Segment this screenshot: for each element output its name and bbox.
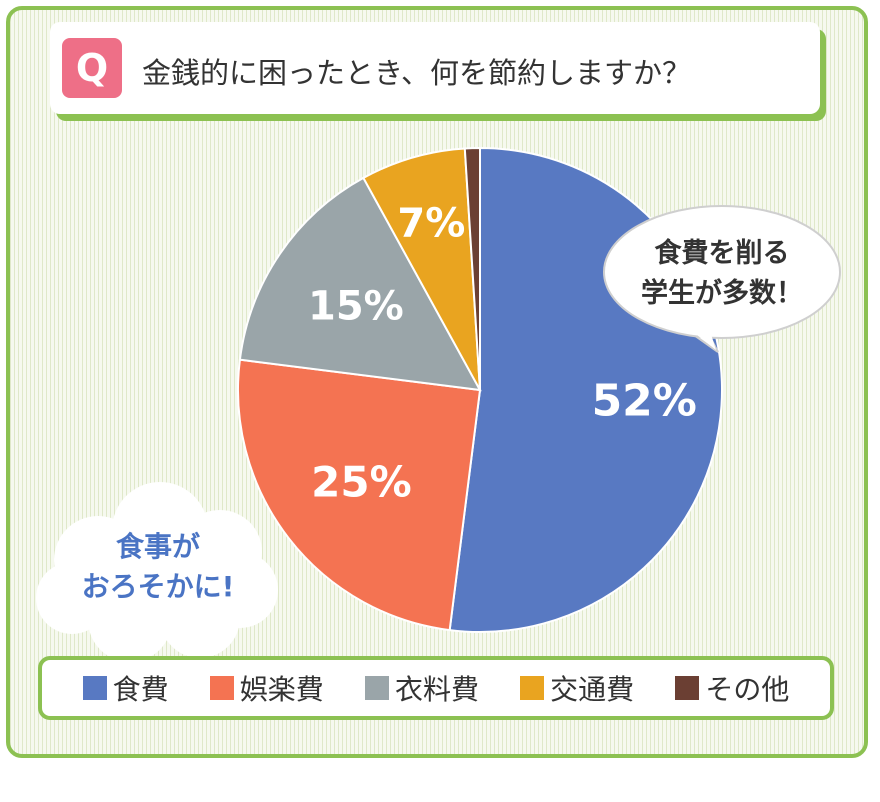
pie-label-1: 25% xyxy=(311,458,412,507)
callout-bubble: 食費を削る 学生が多数！ xyxy=(603,205,841,353)
legend-swatch xyxy=(675,676,700,700)
pie-slice-1 xyxy=(237,358,482,632)
legend-label: 娯楽費 xyxy=(239,673,324,706)
callout-text-line: 学生が多数！ xyxy=(641,277,803,309)
legend-item-4: その他 xyxy=(675,668,789,708)
legend-label: 衣料費 xyxy=(394,673,479,706)
legend-item-3: 交通費 xyxy=(520,668,634,708)
chart-legend: 食費 娯楽費 衣料費 交通費 その他 xyxy=(38,656,834,720)
legend-item-0: 食費 xyxy=(82,668,169,708)
callout-text-line: おろそかに! xyxy=(82,570,235,603)
legend-item-2: 衣料費 xyxy=(364,668,479,708)
legend-item-1: 娯楽費 xyxy=(209,668,324,708)
pie-slice-2 xyxy=(238,176,482,392)
legend-swatch xyxy=(209,676,234,700)
chart-title: 金銭的に困ったとき、何を節約しますか？ xyxy=(142,56,691,90)
callout-cloud: 食事が おろそかに! xyxy=(36,482,278,662)
pie-label-3: 7% xyxy=(397,201,465,247)
legend-swatch xyxy=(364,676,389,700)
pie-slice-4 xyxy=(463,146,481,391)
legend-label: 食費 xyxy=(112,673,169,706)
legend-label: 交通費 xyxy=(550,673,635,706)
legend-swatch xyxy=(520,676,545,700)
pie-slice-3 xyxy=(362,147,481,391)
legend-swatch xyxy=(82,676,107,700)
callout-text-line: 食事が xyxy=(116,530,200,563)
question-box: Q 金銭的に困ったとき、何を節約しますか？ xyxy=(50,22,820,114)
pie-label-0: 52% xyxy=(592,376,697,427)
pie-labels: 52% 25% 15% 7% xyxy=(308,201,697,507)
legend-label: その他 xyxy=(705,673,790,706)
question-badge: Q xyxy=(62,38,122,98)
callout-text-line: 食費を削る xyxy=(655,237,790,269)
pie-label-2: 15% xyxy=(308,284,404,330)
